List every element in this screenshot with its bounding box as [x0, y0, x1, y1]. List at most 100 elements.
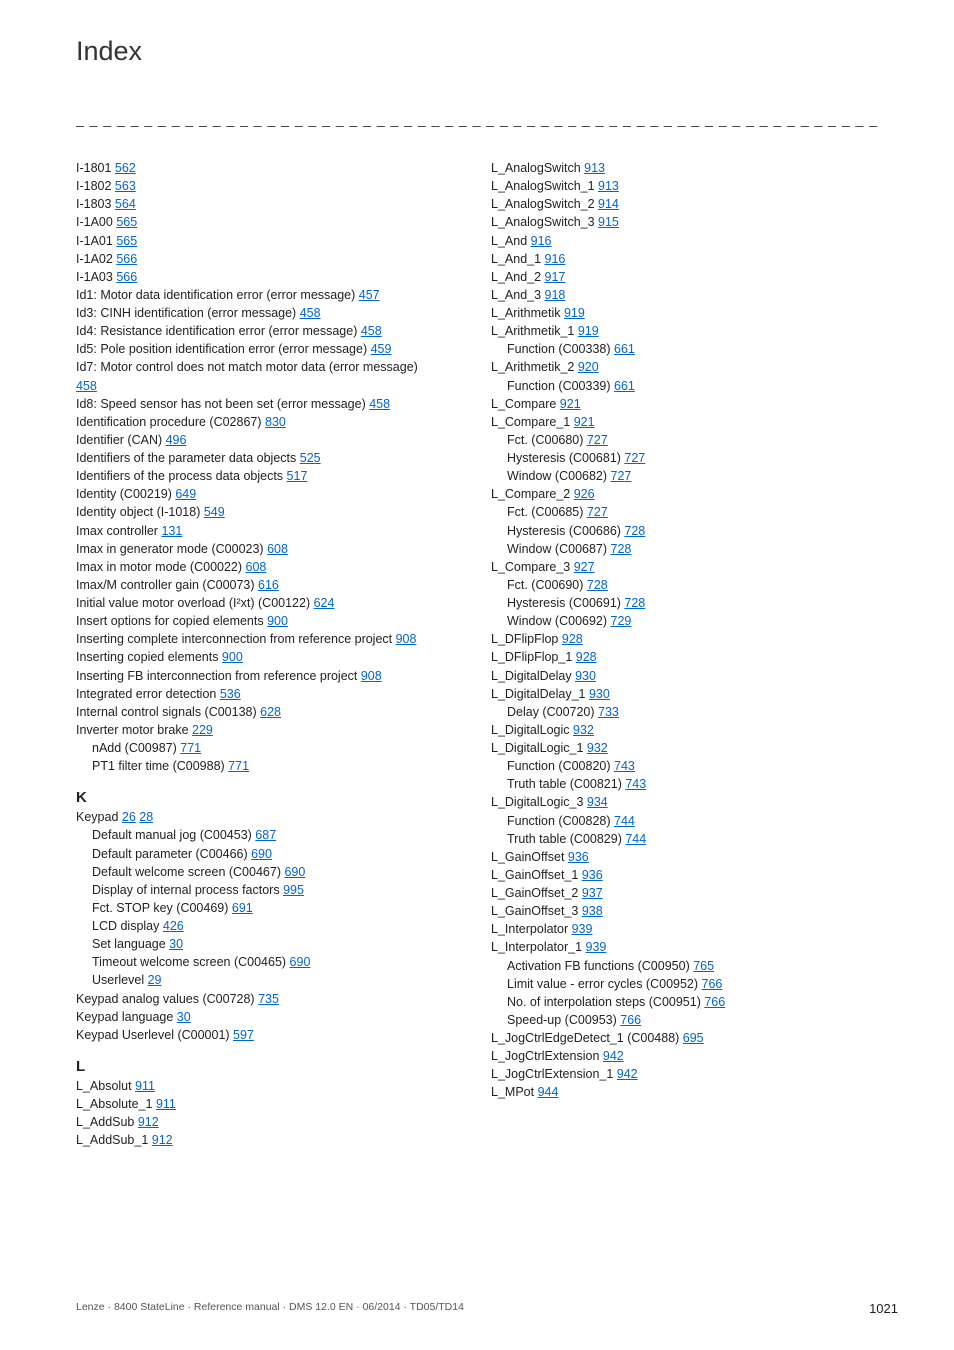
index-page-link[interactable]: 728 [587, 578, 608, 592]
index-page-link[interactable]: 936 [582, 868, 603, 882]
index-page-link[interactable]: 913 [584, 161, 605, 175]
index-page-link[interactable]: 908 [361, 669, 382, 683]
index-page-link[interactable]: 457 [359, 288, 380, 302]
index-page-link[interactable]: 930 [575, 669, 596, 683]
index-page-link[interactable]: 939 [572, 922, 593, 936]
index-page-link[interactable]: 771 [228, 759, 249, 773]
index-page-link[interactable]: 912 [152, 1133, 173, 1147]
index-page-link[interactable]: 426 [163, 919, 184, 933]
index-page-link[interactable]: 728 [624, 596, 645, 610]
index-page-link[interactable]: 932 [587, 741, 608, 755]
index-page-link[interactable]: 938 [582, 904, 603, 918]
index-page-link[interactable]: 916 [531, 234, 552, 248]
index-page-link[interactable]: 29 [148, 973, 162, 987]
index-page-link[interactable]: 766 [702, 977, 723, 991]
index-page-link[interactable]: 936 [568, 850, 589, 864]
index-page-link[interactable]: 691 [232, 901, 253, 915]
index-page-link[interactable]: 229 [192, 723, 213, 737]
index-page-link[interactable]: 743 [625, 777, 646, 791]
index-page-link[interactable]: 563 [115, 179, 136, 193]
index-page-link[interactable]: 914 [598, 197, 619, 211]
index-page-link[interactable]: 911 [135, 1079, 155, 1093]
index-page-link[interactable]: 916 [545, 252, 566, 266]
index-page-link[interactable]: 771 [180, 741, 201, 755]
index-page-link[interactable]: 458 [300, 306, 321, 320]
index-page-link[interactable]: 930 [589, 687, 610, 701]
index-page-link[interactable]: 131 [161, 524, 182, 538]
index-page-link[interactable]: 28 [139, 810, 153, 824]
index-page-link[interactable]: 458 [361, 324, 382, 338]
index-page-link[interactable]: 729 [611, 614, 632, 628]
index-page-link[interactable]: 728 [611, 542, 632, 556]
index-page-link[interactable]: 830 [265, 415, 286, 429]
index-page-link[interactable]: 565 [116, 234, 137, 248]
index-page-link[interactable]: 920 [578, 360, 599, 374]
index-page-link[interactable]: 517 [287, 469, 308, 483]
index-page-link[interactable]: 458 [369, 397, 390, 411]
index-page-link[interactable]: 565 [116, 215, 137, 229]
index-page-link[interactable]: 624 [314, 596, 335, 610]
index-page-link[interactable]: 549 [204, 505, 225, 519]
index-page-link[interactable]: 459 [371, 342, 392, 356]
index-page-link[interactable]: 687 [255, 828, 276, 842]
index-page-link[interactable]: 921 [560, 397, 581, 411]
index-page-link[interactable]: 564 [115, 197, 136, 211]
index-page-link[interactable]: 908 [396, 632, 417, 646]
index-page-link[interactable]: 30 [177, 1010, 191, 1024]
index-page-link[interactable]: 26 [122, 810, 136, 824]
index-page-link[interactable]: 995 [283, 883, 304, 897]
index-page-link[interactable]: 944 [538, 1085, 559, 1099]
index-page-link[interactable]: 727 [587, 505, 608, 519]
index-page-link[interactable]: 942 [603, 1049, 624, 1063]
index-page-link[interactable]: 915 [598, 215, 619, 229]
index-page-link[interactable]: 766 [704, 995, 725, 1009]
index-page-link[interactable]: 661 [614, 342, 635, 356]
index-page-link[interactable]: 496 [166, 433, 187, 447]
index-page-link[interactable]: 628 [260, 705, 281, 719]
index-page-link[interactable]: 690 [284, 865, 305, 879]
index-page-link[interactable]: 934 [587, 795, 608, 809]
index-page-link[interactable]: 727 [611, 469, 632, 483]
index-page-link[interactable]: 927 [574, 560, 595, 574]
index-page-link[interactable]: 30 [169, 937, 183, 951]
index-page-link[interactable]: 928 [576, 650, 597, 664]
index-page-link[interactable]: 458 [76, 379, 97, 393]
index-page-link[interactable]: 727 [624, 451, 645, 465]
index-page-link[interactable]: 939 [586, 940, 607, 954]
index-page-link[interactable]: 690 [290, 955, 311, 969]
index-page-link[interactable]: 932 [573, 723, 594, 737]
index-page-link[interactable]: 566 [116, 270, 137, 284]
index-page-link[interactable]: 616 [258, 578, 279, 592]
index-page-link[interactable]: 912 [138, 1115, 159, 1129]
index-page-link[interactable]: 913 [598, 179, 619, 193]
index-page-link[interactable]: 766 [620, 1013, 641, 1027]
index-page-link[interactable]: 597 [233, 1028, 254, 1042]
index-page-link[interactable]: 608 [246, 560, 267, 574]
index-page-link[interactable]: 735 [258, 992, 279, 1006]
index-page-link[interactable]: 695 [683, 1031, 704, 1045]
index-page-link[interactable]: 911 [156, 1097, 176, 1111]
index-page-link[interactable]: 942 [617, 1067, 638, 1081]
index-page-link[interactable]: 900 [267, 614, 288, 628]
index-page-link[interactable]: 918 [545, 288, 566, 302]
index-page-link[interactable]: 926 [574, 487, 595, 501]
index-page-link[interactable]: 525 [300, 451, 321, 465]
index-page-link[interactable]: 900 [222, 650, 243, 664]
index-page-link[interactable]: 744 [614, 814, 635, 828]
index-page-link[interactable]: 919 [578, 324, 599, 338]
index-page-link[interactable]: 728 [624, 524, 645, 538]
index-page-link[interactable]: 765 [693, 959, 714, 973]
index-page-link[interactable]: 743 [614, 759, 635, 773]
index-page-link[interactable]: 727 [587, 433, 608, 447]
index-page-link[interactable]: 733 [598, 705, 619, 719]
index-page-link[interactable]: 921 [574, 415, 595, 429]
index-page-link[interactable]: 928 [562, 632, 583, 646]
index-page-link[interactable]: 937 [582, 886, 603, 900]
index-page-link[interactable]: 536 [220, 687, 241, 701]
index-page-link[interactable]: 566 [116, 252, 137, 266]
index-page-link[interactable]: 744 [625, 832, 646, 846]
index-page-link[interactable]: 562 [115, 161, 136, 175]
index-page-link[interactable]: 919 [564, 306, 585, 320]
index-page-link[interactable]: 917 [545, 270, 566, 284]
index-page-link[interactable]: 608 [267, 542, 288, 556]
